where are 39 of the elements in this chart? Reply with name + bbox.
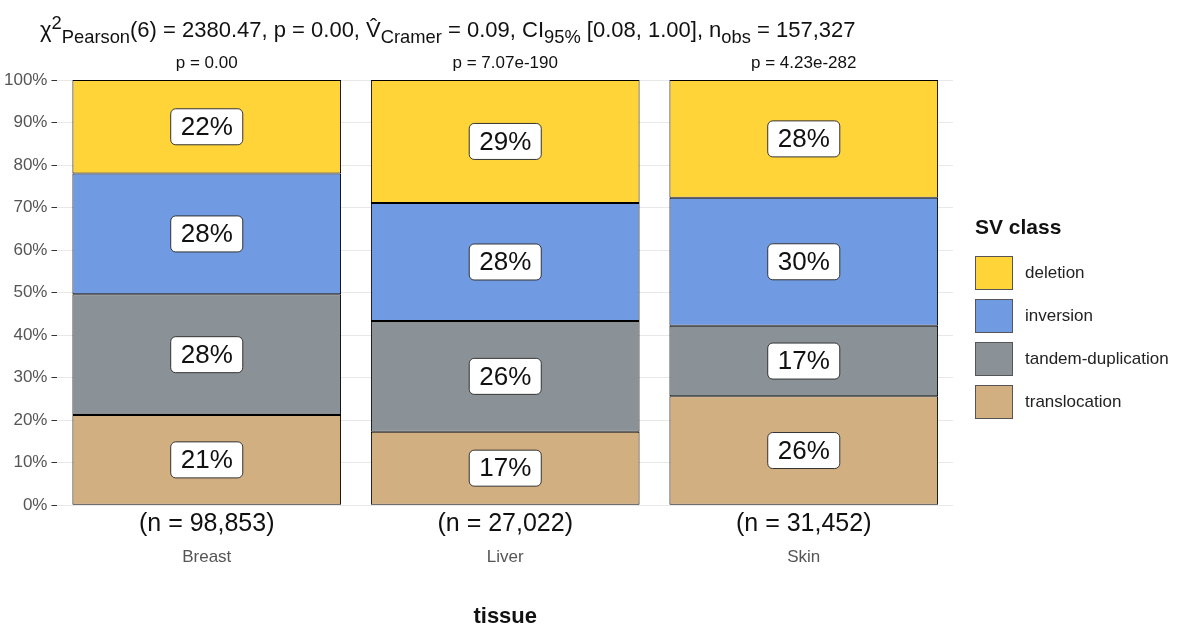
text: (n = 31,452) [735, 507, 872, 536]
text: inversion [1025, 305, 1094, 326]
legend-label: translocation [1025, 391, 1122, 412]
data-label: 28% [777, 123, 830, 154]
data-label: 17% [479, 452, 532, 483]
y-tick-label: 70% [13, 197, 48, 217]
data-label: 22% [180, 110, 233, 141]
chart-title: χ$^{2}$$_{Pearson}$(6) = 2380.47, p = 0.00, V̂$_{Cramer}$ = 0.09, CI$_{95%}$ [0.08, 1.00], n$_{obs}$ = 157,327 [40, 12, 856, 47]
y-tick-label: 80% [13, 154, 48, 174]
data-label: 26% [777, 434, 830, 465]
x-tick-label: Liver [486, 547, 524, 567]
y-tick-label: 100% [4, 69, 48, 89]
y-tick-label: 20% [13, 409, 48, 429]
y-tick-label: 10% [13, 452, 48, 472]
x-tick-label: Breast [182, 547, 232, 567]
y-tick-label: 90% [13, 112, 48, 132]
annotation: p = 7.07e-190 [452, 53, 558, 73]
annotation: p = 0.00 [175, 53, 238, 73]
text: (n = 27,022) [437, 507, 573, 536]
x-tick-label: Skin [787, 547, 821, 567]
y-tick-label: 0% [22, 494, 48, 514]
data-label: 28% [180, 218, 233, 249]
data-label: 26% [479, 360, 532, 391]
data-label: 28% [479, 246, 532, 277]
y-tick-label: 50% [13, 282, 48, 302]
y-tick-label: 60% [13, 239, 48, 259]
data-label: 28% [180, 338, 233, 369]
y-tick-label: 30% [13, 367, 48, 387]
legend-label: tandem-duplication [1025, 348, 1169, 369]
y-tick-label: 40% [13, 324, 48, 344]
x-axis-title: tissue [473, 602, 538, 628]
annotation: p = 4.23e-282 [751, 53, 857, 73]
data-label: 21% [180, 444, 233, 475]
data-label: 17% [777, 345, 830, 376]
legend-title: SV class [975, 215, 1063, 239]
text: (n = 98,853) [138, 507, 275, 536]
legend-label: deletion [1025, 262, 1085, 283]
data-label: 30% [777, 245, 830, 276]
data-label: 29% [479, 125, 532, 156]
